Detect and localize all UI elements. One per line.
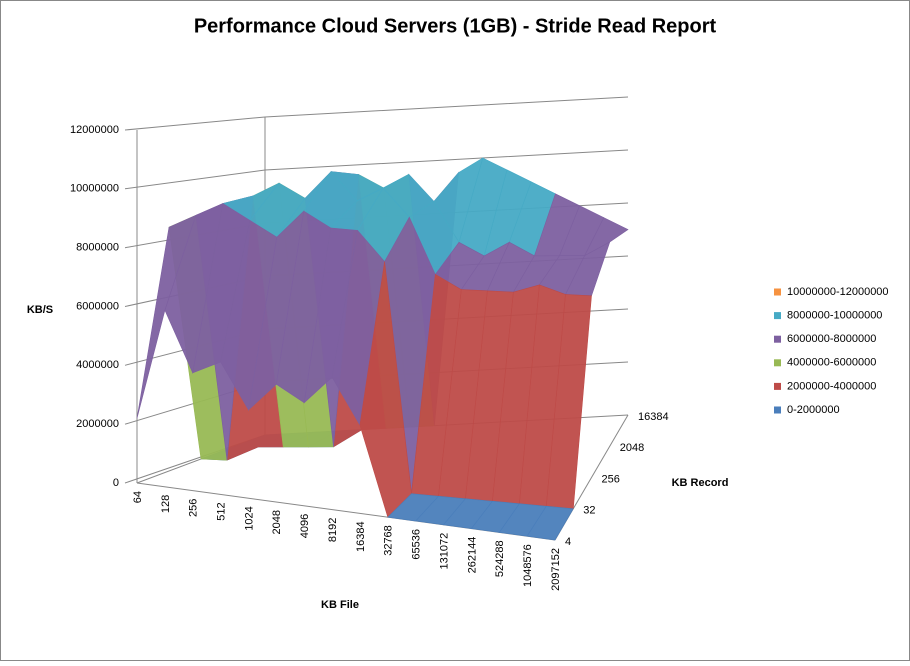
x-tick-label: 524288 — [494, 540, 506, 577]
x-tick-label: 1024 — [243, 506, 255, 530]
x-tick-label: 2097152 — [550, 548, 562, 591]
z-tick-label: 256 — [602, 473, 620, 485]
x-tick-label: 4096 — [299, 514, 311, 538]
x-tick-label: 32768 — [383, 525, 395, 556]
x-tick-label: 65536 — [411, 529, 423, 560]
legend-swatch — [774, 312, 781, 320]
x-tick-label: 8192 — [327, 518, 339, 542]
y-tick-label: 4000000 — [76, 359, 119, 371]
legend-label: 4000000-6000000 — [787, 357, 876, 369]
y-axis-title: KB/S — [27, 304, 53, 316]
legend-label: 10000000-12000000 — [787, 286, 889, 298]
x-tick-label: 64 — [132, 491, 144, 503]
y-tick-label: 10000000 — [70, 183, 119, 195]
legend-swatch — [774, 382, 781, 390]
x-tick-label: 128 — [160, 495, 172, 513]
y-tick-label: 6000000 — [76, 300, 119, 312]
legend-swatch — [774, 335, 781, 343]
surface-cell — [526, 505, 574, 541]
y-tick-label: 8000000 — [76, 242, 119, 254]
y-tick-label: 0 — [113, 477, 119, 489]
x-tick-label: 256 — [188, 499, 200, 517]
x-tick-label: 1048576 — [522, 544, 534, 587]
z-tick-label: 4 — [565, 536, 571, 548]
x-tick-label: 2048 — [271, 510, 283, 534]
legend-label: 6000000-8000000 — [787, 333, 876, 345]
y-tick-label: 12000000 — [70, 124, 119, 136]
z-tick-label: 32 — [583, 505, 595, 517]
x-tick-label: 512 — [216, 502, 228, 520]
z-axis-title: KB Record — [672, 477, 729, 489]
x-tick-label: 16384 — [355, 521, 367, 552]
y-tick-label: 2000000 — [76, 418, 119, 430]
z-tick-label: 2048 — [620, 442, 644, 454]
x-tick-label: 262144 — [466, 537, 478, 574]
legend-label: 0-2000000 — [787, 404, 840, 416]
legend-swatch — [774, 288, 781, 296]
chart-title: Performance Cloud Servers (1GB) - Stride… — [194, 15, 717, 37]
x-tick-label: 131072 — [438, 533, 450, 570]
legend-label: 2000000-4000000 — [787, 380, 876, 392]
z-tick-label: 16384 — [638, 411, 669, 423]
x-axis-title: KB File — [321, 599, 359, 611]
legend-label: 8000000-10000000 — [787, 310, 882, 322]
legend-swatch — [774, 359, 781, 367]
legend-swatch — [774, 406, 781, 414]
